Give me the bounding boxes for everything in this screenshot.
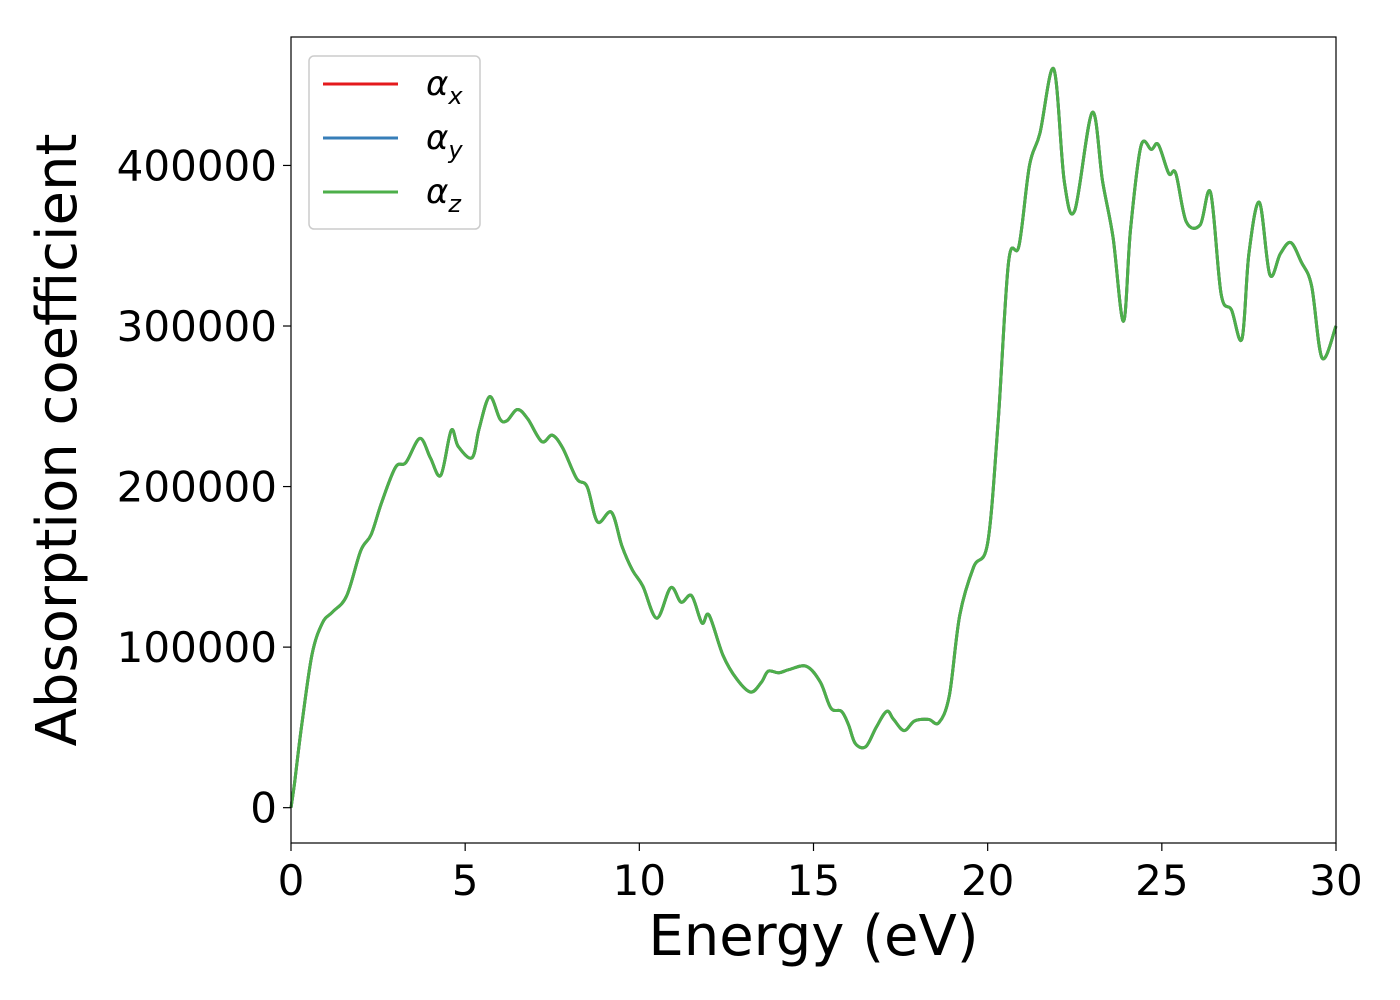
- x-tick-label: 10: [613, 856, 666, 905]
- x-tick-label: 25: [1135, 856, 1188, 905]
- x-tick-label: 0: [278, 856, 305, 905]
- x-tick-label: 5: [452, 856, 479, 905]
- series-layer: [289, 67, 1338, 808]
- legend-label-y: αy: [426, 118, 463, 164]
- legend-box: [308, 55, 481, 230]
- y-axis: 0 100000 200000 300000 400000: [117, 141, 291, 833]
- x-tick-label: 20: [961, 856, 1014, 905]
- y-tick-label: 200000: [117, 463, 277, 512]
- x-axis-title: Energy (eV): [648, 904, 978, 969]
- y-tick-label: 300000: [117, 302, 277, 351]
- legend-label-z: αz: [426, 172, 462, 218]
- y-tick-label: 400000: [117, 141, 277, 190]
- x-tick-label: 15: [787, 856, 840, 905]
- x-axis: 0 5 10 15 20 25 30: [278, 843, 1363, 905]
- y-axis-title: Absorption coefficient: [25, 134, 90, 747]
- legend: αx αy αz: [308, 55, 481, 230]
- legend-label-x: αx: [426, 64, 463, 110]
- x-tick-label: 30: [1309, 856, 1362, 905]
- y-tick-label: 100000: [117, 623, 277, 672]
- y-tick-label: 0: [250, 784, 277, 833]
- series-line-z: [289, 67, 1338, 808]
